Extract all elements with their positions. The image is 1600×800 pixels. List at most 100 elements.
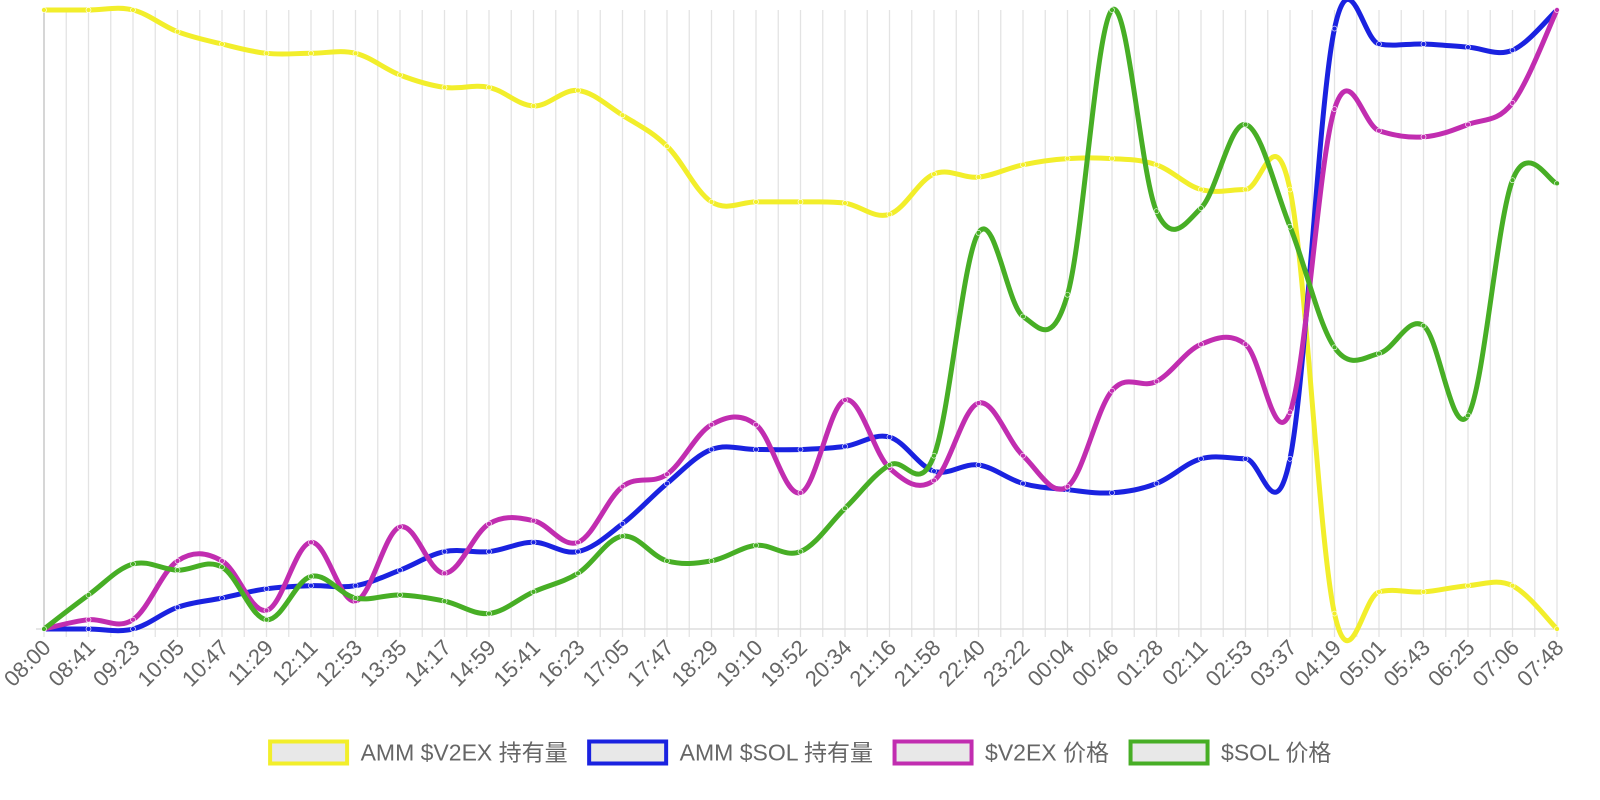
data-point [1465, 44, 1471, 50]
data-point [1376, 589, 1382, 595]
data-point [1242, 341, 1249, 348]
data-point [1509, 582, 1516, 589]
x-tick-label: 23:22 [978, 635, 1035, 692]
data-point [753, 446, 759, 453]
data-point [486, 610, 492, 617]
data-point [619, 520, 626, 527]
x-tick-label: 21:58 [889, 635, 946, 692]
data-point [886, 434, 893, 440]
data-point [530, 517, 537, 524]
data-point [1198, 186, 1204, 193]
data-point [85, 626, 92, 632]
data-point [130, 561, 136, 567]
data-point [886, 462, 893, 468]
data-point [441, 548, 448, 555]
data-point [1509, 47, 1516, 54]
x-tick-label: 02:53 [1200, 635, 1257, 692]
gridlines [36, 10, 1559, 637]
data-point [1554, 7, 1560, 13]
data-point [41, 7, 47, 13]
x-tick-label: 08:41 [43, 635, 100, 692]
data-point [1509, 177, 1516, 184]
data-point [664, 558, 670, 564]
data-point [619, 483, 626, 490]
x-tick-label: 11:29 [223, 635, 278, 690]
data-point [1331, 344, 1338, 351]
data-point [219, 564, 225, 570]
x-tick-label: 00:04 [1022, 635, 1079, 692]
data-point [931, 452, 937, 459]
x-tick-label: 18:29 [666, 635, 723, 692]
x-tick-label: 10:05 [132, 635, 189, 692]
data-point [975, 462, 982, 468]
legend-label: AMM $SOL 持有量 [680, 740, 873, 766]
data-point [1153, 161, 1160, 168]
legend-item[interactable]: $SOL 价格 [1128, 739, 1332, 766]
data-point [1420, 41, 1427, 47]
data-point [219, 558, 225, 564]
x-tick-label: 09:23 [88, 635, 145, 692]
data-point [530, 103, 537, 109]
x-tick-label: 17:47 [622, 635, 679, 692]
data-point [1331, 610, 1338, 617]
data-point [41, 626, 47, 632]
data-point [842, 443, 848, 450]
x-tick-label: 12:53 [310, 635, 367, 692]
data-point [575, 87, 581, 94]
data-point [842, 505, 848, 512]
data-point [975, 400, 982, 406]
data-point [1242, 186, 1249, 193]
data-point [1420, 322, 1427, 329]
data-point [441, 598, 448, 604]
x-tick-label: 12:11 [267, 635, 322, 690]
data-point [797, 446, 804, 453]
data-point [842, 397, 848, 403]
data-point [1020, 161, 1026, 168]
data-point [308, 50, 314, 57]
data-point [1109, 490, 1115, 496]
data-point [263, 50, 270, 57]
data-point [1554, 180, 1560, 187]
legend-item[interactable]: $V2EX 价格 [892, 739, 1110, 766]
data-point [619, 112, 626, 119]
data-point [708, 446, 715, 453]
data-point [308, 573, 314, 580]
data-point [441, 570, 448, 577]
data-point [1109, 155, 1115, 162]
data-point [174, 558, 181, 564]
data-point [1020, 313, 1026, 320]
data-point [1376, 41, 1382, 47]
data-point [219, 41, 225, 47]
data-point [1064, 483, 1071, 490]
data-point [1331, 25, 1338, 32]
data-point [1509, 100, 1516, 106]
data-point [263, 585, 270, 592]
x-tick-label: 05:01 [1334, 635, 1391, 692]
x-tick-label: 07:48 [1512, 635, 1569, 692]
legend-swatch [587, 739, 669, 766]
legend-item[interactable]: AMM $V2EX 持有量 [268, 739, 568, 766]
data-point [308, 539, 314, 546]
data-point [530, 589, 537, 595]
data-point [797, 199, 804, 205]
x-tick-label: 06:25 [1423, 635, 1480, 692]
x-tick-label: 19:52 [755, 635, 812, 692]
data-point [575, 548, 581, 555]
x-tick-label: 01:28 [1111, 635, 1168, 692]
data-point [797, 490, 804, 496]
x-tick-label: 13:35 [355, 635, 412, 692]
data-point [753, 421, 759, 428]
data-point [85, 7, 92, 13]
data-point [1198, 205, 1204, 211]
data-point [530, 539, 537, 546]
data-point [931, 477, 937, 484]
data-point [352, 50, 359, 57]
legend-item[interactable]: AMM $SOL 持有量 [587, 739, 873, 766]
x-tick-label: 04:19 [1289, 635, 1346, 692]
series-layer [41, 0, 1560, 644]
data-point [931, 171, 937, 177]
data-point [1198, 455, 1204, 462]
data-point [708, 199, 715, 205]
x-tick-label: 02:11 [1157, 635, 1212, 690]
data-point [308, 582, 314, 589]
